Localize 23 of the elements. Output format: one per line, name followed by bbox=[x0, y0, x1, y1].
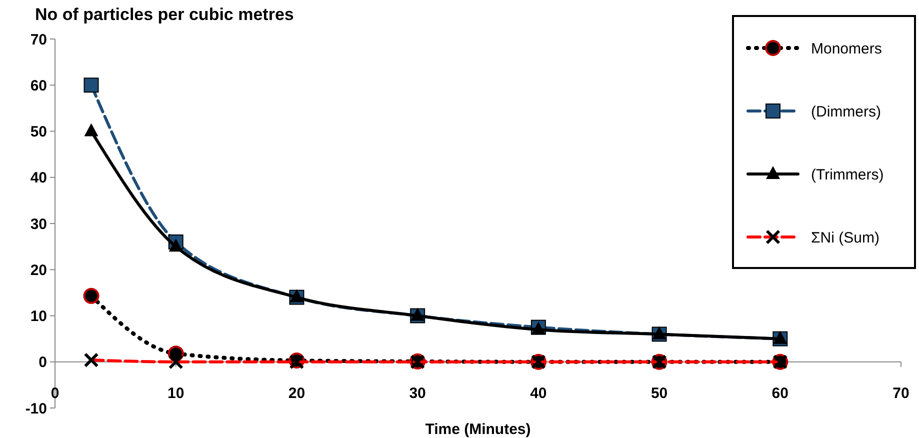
y-tick-label: 50 bbox=[30, 124, 47, 140]
y-tick-label: 40 bbox=[30, 170, 47, 187]
x-tick-label: 20 bbox=[288, 385, 306, 402]
chart-title: No of particles per cubic metres bbox=[35, 5, 294, 24]
y-tick-label: 20 bbox=[30, 262, 47, 279]
legend-label: Monomers bbox=[811, 40, 882, 58]
x-tick-label: 10 bbox=[168, 385, 184, 402]
x-tick-label: 60 bbox=[772, 385, 788, 402]
legend-label: (Trimmers) bbox=[811, 166, 884, 184]
legend-label: ΣNi (Sum) bbox=[811, 229, 880, 246]
y-tick-label: 60 bbox=[30, 77, 47, 94]
x-axis-title: Time (Minutes) bbox=[425, 421, 531, 438]
y-tick-label: 30 bbox=[30, 216, 47, 233]
x-tick-label: 70 bbox=[892, 385, 910, 402]
y-tick-label: 70 bbox=[30, 31, 47, 48]
legend-label: (Dimmers) bbox=[811, 103, 881, 120]
y-tick-label: 0 bbox=[38, 354, 47, 372]
y-tick-label: -10 bbox=[25, 400, 47, 418]
x-tick-label: 30 bbox=[409, 385, 426, 402]
x-tick-label: 50 bbox=[650, 385, 668, 402]
x-tick-label: 0 bbox=[50, 385, 60, 402]
x-tick-label: 40 bbox=[530, 385, 547, 402]
y-tick-label: 10 bbox=[30, 308, 47, 325]
